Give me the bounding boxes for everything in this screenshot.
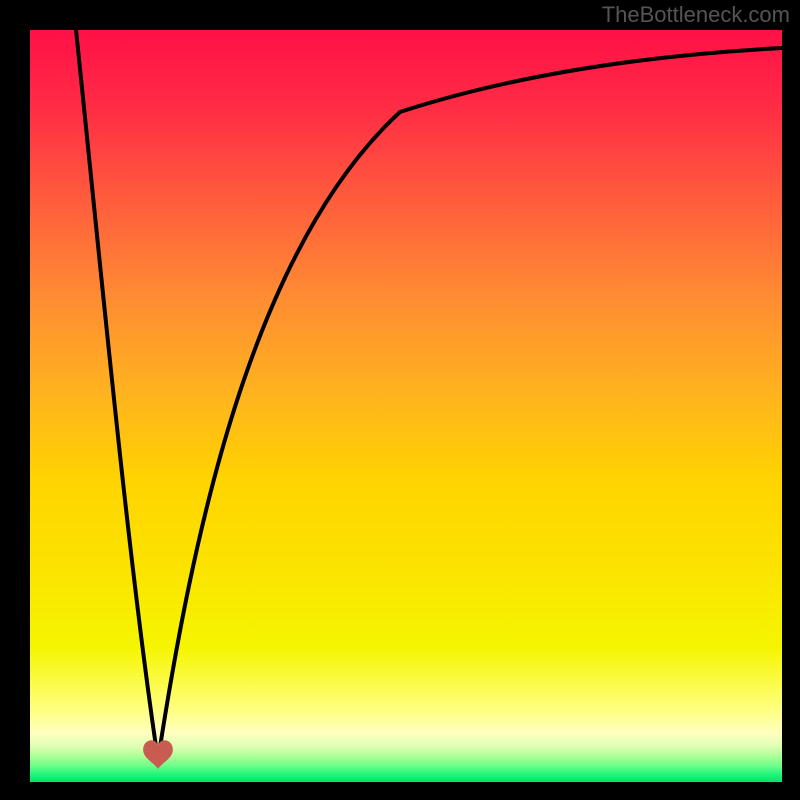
heart-icon bbox=[141, 739, 175, 769]
chart-container: TheBottleneck.com bbox=[0, 0, 800, 800]
bottleneck-curve bbox=[30, 30, 782, 782]
watermark-text: TheBottleneck.com bbox=[602, 2, 790, 28]
plot-area bbox=[30, 30, 782, 782]
